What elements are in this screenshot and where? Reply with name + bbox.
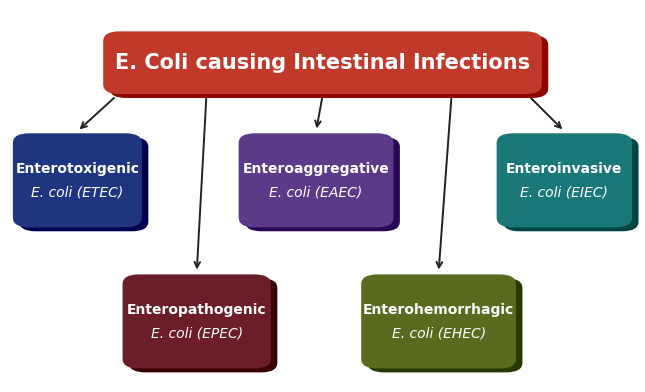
FancyBboxPatch shape [123, 274, 271, 368]
Text: E. coli (EPEC): E. coli (EPEC) [151, 326, 243, 340]
Text: E. coli (EIEC): E. coli (EIEC) [521, 185, 608, 199]
FancyBboxPatch shape [19, 137, 148, 231]
Text: E. coli (EAEC): E. coli (EAEC) [270, 185, 362, 199]
FancyBboxPatch shape [368, 278, 522, 372]
FancyBboxPatch shape [13, 133, 142, 227]
Text: Enterotoxigenic: Enterotoxigenic [15, 162, 139, 176]
FancyBboxPatch shape [497, 133, 632, 227]
Text: E. coli (EHEC): E. coli (EHEC) [392, 326, 486, 340]
FancyBboxPatch shape [239, 133, 393, 227]
Text: Enteroinvasive: Enteroinvasive [506, 162, 622, 176]
FancyBboxPatch shape [103, 31, 542, 94]
Text: E. coli (ETEC): E. coli (ETEC) [31, 185, 124, 199]
FancyBboxPatch shape [361, 274, 516, 368]
FancyBboxPatch shape [110, 35, 548, 98]
Text: E. Coli causing Intestinal Infections: E. Coli causing Intestinal Infections [115, 53, 530, 73]
Text: Enteropathogenic: Enteropathogenic [127, 303, 266, 317]
Text: Enterohemorrhagic: Enterohemorrhagic [363, 303, 514, 317]
FancyBboxPatch shape [129, 278, 277, 372]
FancyBboxPatch shape [245, 137, 400, 231]
Text: Enteroaggregative: Enteroaggregative [243, 162, 390, 176]
FancyBboxPatch shape [503, 137, 639, 231]
